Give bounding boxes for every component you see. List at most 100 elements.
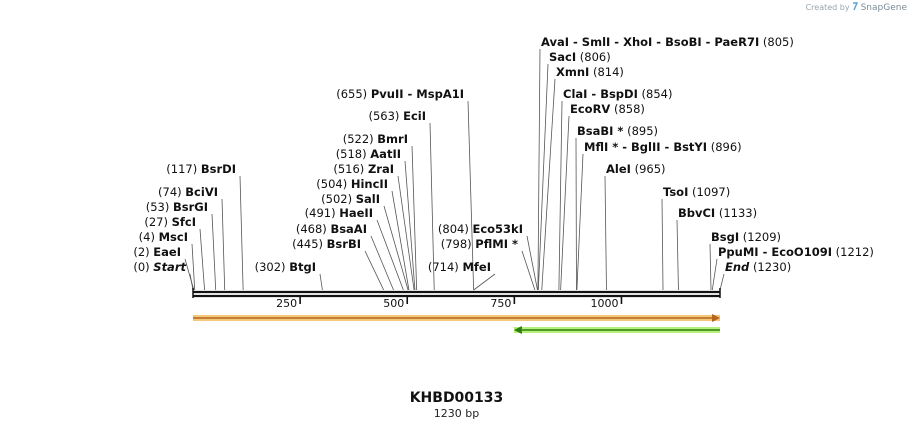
cut-site[interactable]: (27) SfcI [144,215,205,291]
site-connector [391,190,410,291]
cut-site[interactable]: MflI * - BglII - BstYI (896) [576,140,742,291]
green-feature[interactable] [513,326,720,334]
site-connector [473,273,496,291]
cut-site[interactable]: (74) BciVI [158,185,226,291]
cut-site[interactable]: SacI (806) [537,50,611,291]
cut-site[interactable]: (502) SalI [321,192,409,291]
site-label[interactable]: (2) EaeI [133,245,181,259]
site-label[interactable]: (714) MfeI [428,260,491,274]
site-connector [319,273,323,291]
snapgene-credit: Created by SnapGene [806,2,907,13]
site-label[interactable]: BsaBI * (895) [577,124,658,138]
site-label[interactable]: MflI * - BglII - BstYI (896) [584,140,742,154]
site-connector [467,100,475,291]
site-label[interactable]: (502) SalI [321,192,380,206]
cut-site[interactable]: ClaI - BspDI (854) [558,87,673,291]
cut-site[interactable]: (468) BsaAI [296,222,394,291]
cut-site[interactable]: PpuMI - EcoO109I (1212) [711,245,874,291]
features [193,314,720,334]
cut-site[interactable]: (516) ZraI [333,162,415,291]
cut-site[interactable]: (2) EaeI [133,245,195,291]
orange-feature[interactable] [193,314,720,322]
cut-site[interactable]: XmnI (814) [541,65,624,291]
cut-site[interactable]: (445) BsrBI [292,237,385,291]
site-label[interactable]: (798) PflMI * [441,237,518,251]
site-connector [429,122,435,291]
site-label[interactable]: (302) BtgI [255,260,316,274]
cut-site[interactable]: EcoRV (858) [560,102,645,291]
site-label[interactable]: (516) ZraI [333,162,394,176]
sequence-length: 1230 bp [433,407,480,420]
cut-site[interactable]: (655) PvuII - MspA1I [336,87,475,291]
cut-site[interactable]: End (1230) [719,260,791,291]
site-label[interactable]: (504) HincII [316,177,388,191]
sequence-axis: 250 500 750 1000 [192,288,721,310]
site-label[interactable]: TsoI (1097) [663,185,730,199]
cut-site[interactable]: (714) MfeI [428,260,496,291]
site-connector [404,160,416,291]
cut-site[interactable]: (798) PflMI * [441,237,536,291]
site-label[interactable]: (468) BsaAI [296,222,367,236]
site-label[interactable]: (522) BmrI [343,132,408,146]
site-label[interactable]: (74) BciVI [158,185,218,199]
site-connector [411,145,418,291]
cut-site[interactable]: (302) BtgI [255,260,323,291]
cut-site[interactable]: (491) HaeII [305,206,404,291]
credit-text: Created by [805,3,850,12]
cut-site[interactable]: (53) BsrGI [146,200,217,291]
site-connector [537,63,549,291]
site-label[interactable]: AvaI - SmlI - XhoI - BsoBI - PaeR7I (805… [541,35,794,49]
site-connector [711,258,718,291]
site-label[interactable]: (53) BsrGI [146,200,208,214]
site-connector [521,250,536,291]
cut-site[interactable]: (4) MscI [139,230,196,291]
site-connector [541,78,556,291]
site-connector [560,115,570,291]
site-label[interactable]: XmnI (814) [556,65,624,79]
ruler-tick-label: 750 [490,297,511,310]
cut-site[interactable]: TsoI (1097) [661,185,730,291]
site-connector [558,100,563,291]
cut-site[interactable]: BbvCI (1133) [676,206,757,291]
cut-site[interactable]: BsaBI * (895) [575,124,658,291]
site-connector [526,235,538,291]
site-connector [661,198,664,291]
site-label[interactable]: (563) EciI [369,109,427,123]
site-label[interactable]: BbvCI (1133) [678,206,757,220]
snapgene-logo-icon [852,2,859,13]
site-connector [364,250,385,291]
site-label[interactable]: (4) MscI [139,230,188,244]
site-label[interactable]: SacI (806) [549,50,611,64]
site-label[interactable]: (445) BsrBI [292,237,361,251]
site-label[interactable]: (117) BsrDI [166,162,236,176]
site-label[interactable]: (655) PvuII - MspA1I [336,87,464,101]
site-label[interactable]: EcoRV (858) [570,102,645,116]
site-label[interactable]: (518) AatII [336,147,401,161]
site-connector [376,219,404,291]
cut-site[interactable]: (117) BsrDI [166,162,244,291]
cut-site[interactable]: BsgI (1209) [709,230,781,291]
site-label[interactable]: AleI (965) [606,162,666,176]
site-label[interactable]: (804) Eco53kI [438,222,523,236]
arrow-right-icon [712,314,720,322]
site-connector [719,273,725,291]
credit-brand: SnapGene [860,2,907,13]
cut-site[interactable]: (522) BmrI [343,132,418,291]
cut-site[interactable]: (0) Start [133,260,194,291]
site-label[interactable]: (0) Start [133,260,186,274]
cut-site[interactable]: AvaI - SmlI - XhoI - BsoBI - PaeR7I (805… [537,35,794,291]
site-label[interactable]: (27) SfcI [144,215,196,229]
site-label[interactable]: ClaI - BspDI (854) [563,87,672,101]
cut-site[interactable]: (804) Eco53kI [438,222,538,291]
ruler-tick-label: 500 [383,297,404,310]
site-connector [211,213,217,291]
cut-site[interactable]: AleI (965) [604,162,666,291]
site-label[interactable]: End (1230) [725,260,791,274]
cut-site[interactable]: (504) HincII [316,177,410,291]
cut-site[interactable]: (563) EciI [369,109,435,291]
sequence-map: (0) Start(2) EaeI(4) MscI(27) SfcI(53) B… [133,35,874,334]
site-label[interactable]: BsgI (1209) [711,230,781,244]
site-label[interactable]: (491) HaeII [305,206,373,220]
site-label[interactable]: PpuMI - EcoO109I (1212) [718,245,874,259]
cut-site[interactable]: (518) AatII [336,147,416,291]
